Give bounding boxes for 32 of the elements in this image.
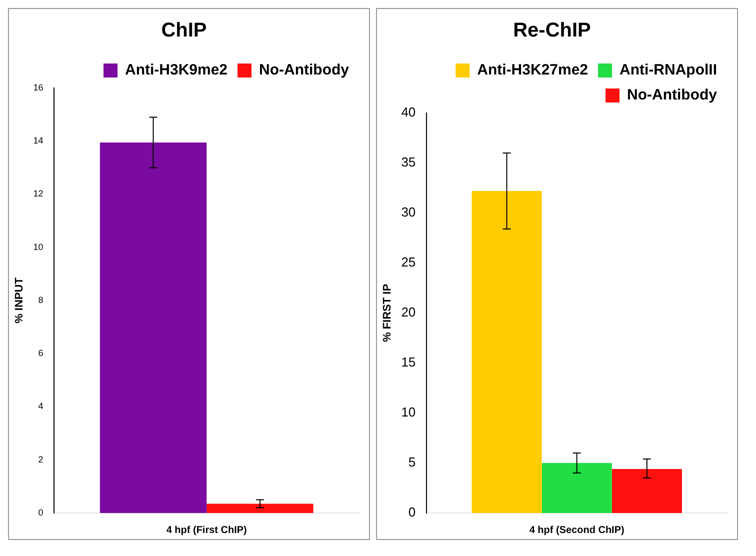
y-tick-label: 15 <box>401 354 416 370</box>
y-tick-label: 0 <box>38 507 44 518</box>
y-tick-label: 5 <box>408 454 416 470</box>
y-tick-label: 8 <box>38 294 44 305</box>
y-tick-label: 10 <box>401 404 416 420</box>
chart-title: Re-ChIP <box>513 20 591 42</box>
legend-label: Anti-H3K9me2 <box>125 62 228 79</box>
y-tick-label: 20 <box>401 304 416 320</box>
y-tick-label: 30 <box>401 204 416 220</box>
x-tick-label: 4 hpf (First ChIP) <box>166 524 247 536</box>
legend-label: Anti-RNApolII <box>620 62 718 79</box>
legend-label: No-Antibody <box>627 86 718 104</box>
y-tick-label: 6 <box>38 348 44 358</box>
y-tick-label: 25 <box>401 254 416 270</box>
y-tick-label: 40 <box>401 104 416 120</box>
legend-label: No-Antibody <box>259 62 350 79</box>
y-tick-label: 16 <box>33 82 44 92</box>
x-tick-label: 4 hpf (Second ChIP) <box>529 524 624 536</box>
y-tick-label: 14 <box>33 136 44 146</box>
y-axis-title: % INPUT <box>14 277 26 324</box>
y-tick-label: 4 <box>38 401 44 412</box>
y-tick-label: 10 <box>33 242 44 252</box>
y-tick-label: 0 <box>408 504 416 520</box>
y-tick-label: 2 <box>38 454 44 464</box>
y-tick-label: 12 <box>33 188 44 199</box>
y-tick-label: 35 <box>401 154 416 170</box>
bar <box>472 191 542 513</box>
bar <box>542 463 612 513</box>
chart-title: ChIP <box>161 20 207 42</box>
bar <box>612 469 682 513</box>
y-axis-title: % FIRST IP <box>382 284 394 342</box>
legend-label: Anti-H3K27me2 <box>477 62 588 79</box>
